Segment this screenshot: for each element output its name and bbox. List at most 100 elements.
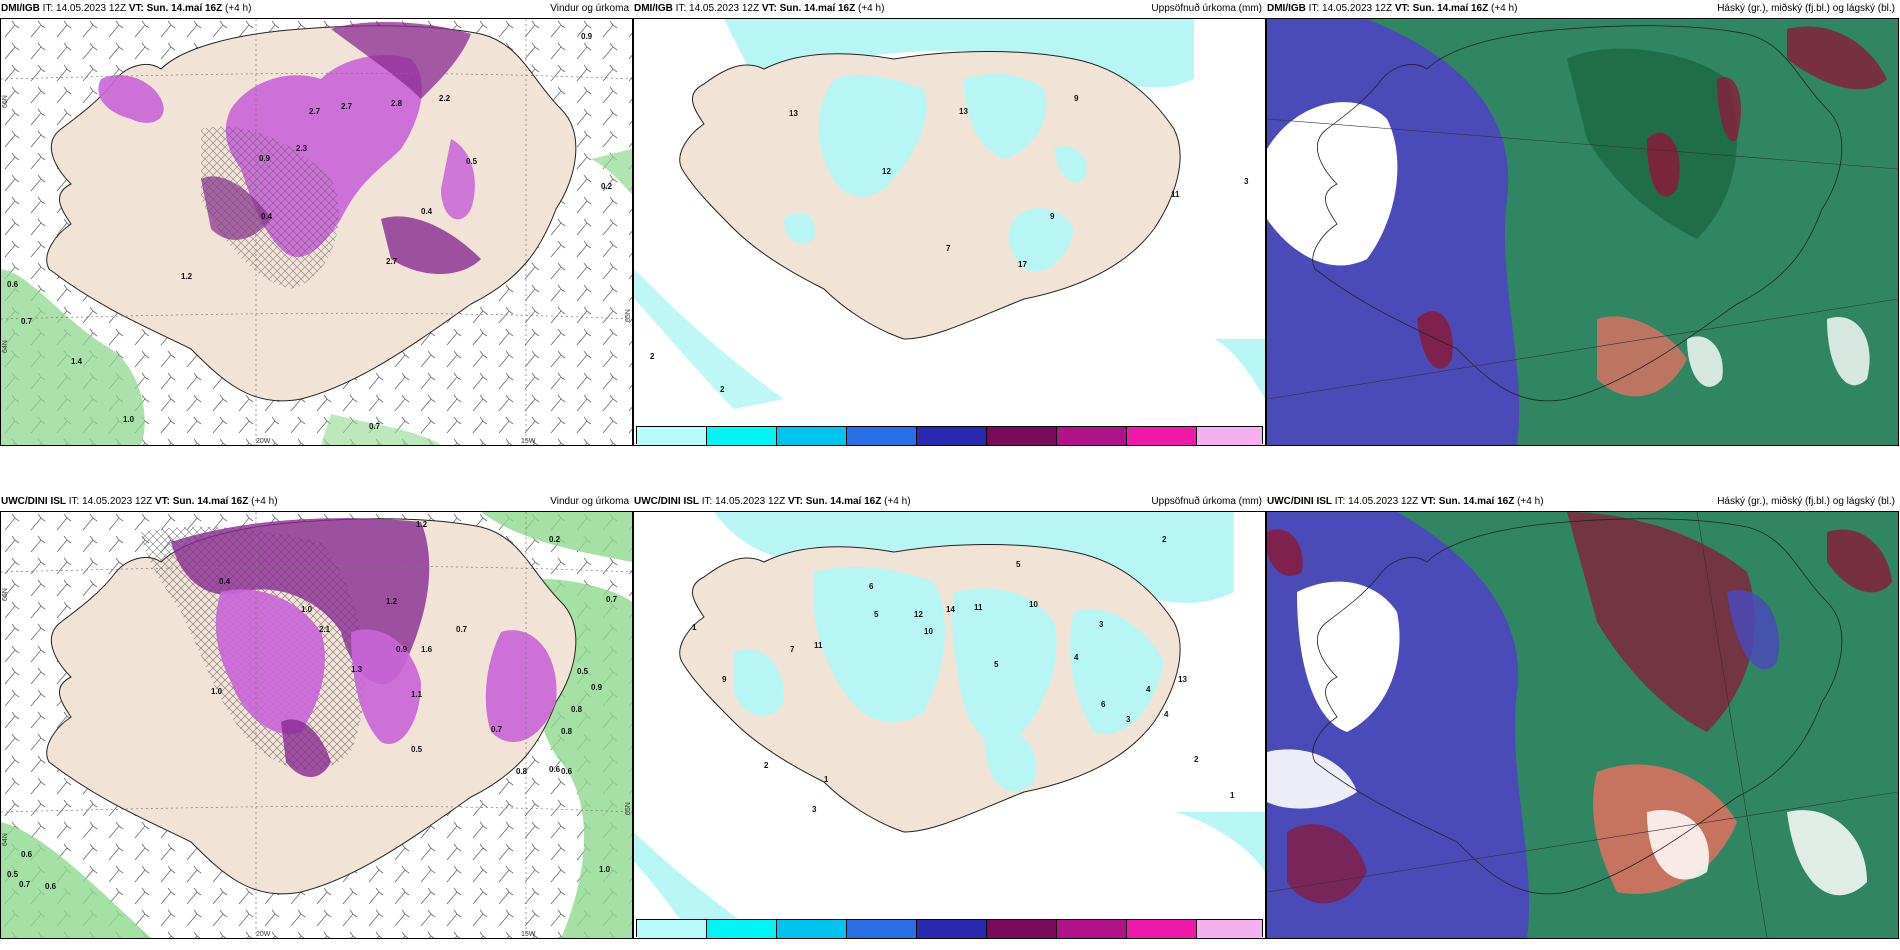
map-area[interactable]: 66N 64N 65N 20W 15W 0.2 1.2 0.4 1.0 1.2 … [0,511,633,939]
accum-value: 7 [790,645,795,654]
map-area[interactable] [1266,511,1899,939]
precip-value: 0.5 [411,745,423,754]
panel-header: DMI/IGB IT: 14.05.2023 12Z VT: Sun. 14.m… [0,0,633,18]
lat-label-65n: 65N [625,802,632,815]
accum-value: 5 [1016,560,1021,569]
lat-label-66n: 66N [2,588,9,601]
cloud-cover-map [1267,512,1898,938]
accum-value: 11 [974,603,983,612]
accum-value: 5 [994,660,999,669]
lon-label-15w: 15W [521,438,536,445]
precip-value: 0.2 [601,182,613,191]
panel-header: UWC/DINI ISL IT: 14.05.2023 12Z VT: Sun.… [633,493,1266,511]
precip-value: 0.2 [549,535,561,544]
map-area[interactable]: 66N 64N 65N 20W 15W 0.9 2.7 2.7 2.8 2.2 … [0,18,633,446]
valid-time: Sun. 14.maí 16Z [779,3,856,14]
panel-header: DMI/IGB IT: 14.05.2023 12Z VT: Sun. 14.m… [1266,0,1899,18]
accum-value: 3 [812,805,817,814]
accum-area [818,74,927,198]
colorbar-tick: 400 [1194,937,1206,938]
accum-value: 12 [914,610,923,619]
valid-time: Sun. 14.maí 16Z [172,496,249,507]
colorbar-tick: 100 [984,444,996,445]
panel-title: Vindur og úrkoma [550,496,629,507]
lat-label-64n: 64N [2,833,9,846]
colorbar-swatch [777,920,847,938]
grid-lines [1,19,632,445]
precip-value: 0.5 [7,870,19,879]
accum-value: 2 [720,385,725,394]
colorbar-tick: 25 [774,937,782,938]
accum-value: 13 [959,107,968,116]
panel-title: Uppsöfnuð úrkoma (mm) [1151,3,1262,14]
precip-value: 1.3 [351,665,363,674]
precip-value: 1.0 [123,415,135,424]
panel-header: UWC/DINI ISL IT: 14.05.2023 12Z VT: Sun.… [1266,493,1899,511]
panel-header: UWC/DINI ISL IT: 14.05.2023 12Z VT: Sun.… [0,493,633,511]
accum-value: 9 [1050,212,1055,221]
accum-value: 10 [924,627,933,636]
precip-value: 0.8 [516,767,528,776]
wind-precip-map: 66N 64N 65N 20W 15W 0.2 1.2 0.4 1.0 1.2 … [1,512,632,938]
map-area[interactable]: 13 13 9 12 11 3 9 7 17 2 2 2 [633,18,1266,446]
model-name: UWC/DINI ISL [1,496,66,507]
model-name: DMI/IGB [1267,3,1306,14]
lat-label-64n: 64N [2,340,9,353]
panel-uwc-wind-precip: UWC/DINI ISL IT: 14.05.2023 12Z VT: Sun.… [0,493,633,939]
accum-value: 11 [1171,190,1180,199]
colorbar-swatch [847,427,917,445]
precip-value: 1.0 [211,687,223,696]
init-time: 14.05.2023 12Z [82,496,153,507]
accum-value: 4 [1074,653,1079,662]
precip-value: 2.1 [319,625,331,634]
accum-value: 11 [814,641,823,650]
iceland-outline [1312,25,1843,402]
precip-value: 1.1 [411,690,423,699]
colorbar-swatch [1197,920,1262,938]
precip-value: 0.7 [369,422,381,431]
precip-value: 0.7 [19,880,31,889]
accum-value: 6 [869,582,874,591]
cloud-cover-map [1267,19,1898,445]
precip-value: 0.5 [577,667,589,676]
lon-label-20w: 20W [256,931,271,938]
panel-dmi-wind-precip: DMI/IGB IT: 14.05.2023 12Z VT: Sun. 14.m… [0,0,633,446]
colorbar-swatch [987,427,1057,445]
init-time: 14.05.2023 12Z [1348,496,1419,507]
accum-precip-map: 2 5 6 12 10 14 11 10 5 7 11 3 4 9 5 6 13… [634,512,1265,938]
accum-value: 3 [1126,715,1131,724]
precip-value: 2.8 [391,99,403,108]
lon-label-15w: 15W [521,931,536,938]
map-area[interactable]: 2 5 6 12 10 14 11 10 5 7 11 3 4 9 5 6 13… [633,511,1266,939]
accum-value: 7 [946,244,951,253]
precip-value: 0.4 [219,577,231,586]
map-area[interactable] [1266,18,1899,446]
colorbar-tick: 1 [636,937,640,938]
colorbar-swatch [917,427,987,445]
accum-value: 4 [1146,685,1151,694]
lat-label-65n: 65N [625,309,632,322]
precip-value: 1.2 [386,597,398,606]
precip-value: 2.2 [439,94,451,103]
precip-value: 0.7 [491,725,503,734]
colorbar-swatch [707,920,777,938]
iceland-outline [1312,518,1843,895]
colorbar-swatch [637,427,707,445]
colorbar-swatch [637,920,707,938]
colorbar-swatch [707,427,777,445]
panel-dmi-accum-precip: DMI/IGB IT: 14.05.2023 12Z VT: Sun. 14.m… [633,0,1266,446]
colorbar-swatch [987,920,1057,938]
panel-title: Háský (gr.), miðský (fj.bl.) og lágský (… [1717,496,1895,507]
precip-value: 0.6 [7,280,19,289]
colorbar-swatch [777,427,847,445]
precip-value: 0.6 [561,767,573,776]
panel-uwc-clouds: UWC/DINI ISL IT: 14.05.2023 12Z VT: Sun.… [1266,493,1899,939]
iceland-land [679,51,1181,340]
init-time: 14.05.2023 12Z [715,496,786,507]
precip-value: 0.7 [606,595,618,604]
panel-title: Uppsöfnuð úrkoma (mm) [1151,496,1262,507]
accum-value: 6 [1101,700,1106,709]
valid-time: Sun. 14.maí 16Z [146,3,223,14]
precip-value: 0.9 [591,683,603,692]
precip-value: 0.9 [581,32,593,41]
